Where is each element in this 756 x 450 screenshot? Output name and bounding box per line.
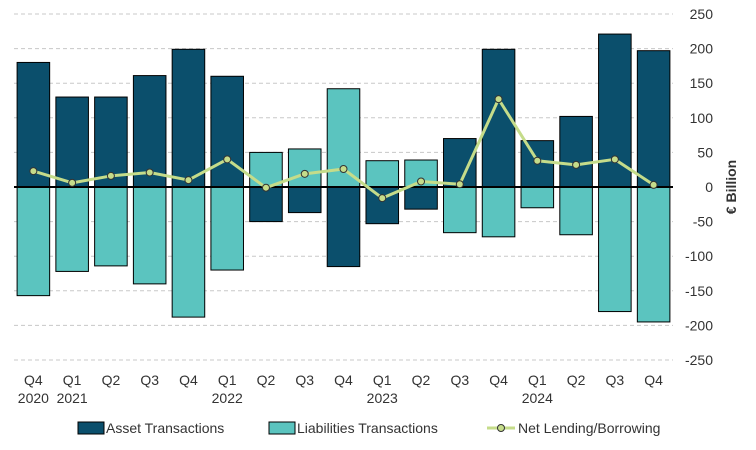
x-tick-quarter: Q3 — [295, 372, 314, 388]
y-axis-label: € Billion — [723, 160, 739, 214]
bar-liabilities-transactions-16 — [636, 186, 671, 323]
bar-liabilities-transactions-3 — [132, 186, 167, 285]
y-tick-label: -50 — [693, 214, 713, 230]
x-tick-quarter: Q3 — [140, 372, 159, 388]
legend: Asset Transactions Liabilities Transactio… — [77, 420, 660, 436]
bar-liabilities-transactions-2 — [94, 186, 128, 267]
x-tick-quarter: Q4 — [489, 372, 508, 388]
net-lending-line — [29, 95, 658, 203]
y-tick-label: 100 — [690, 110, 714, 126]
bar-liabilities-transactions-15 — [598, 186, 632, 313]
bar-asset-transactions-13 — [520, 140, 555, 188]
net-lending-point-10 — [417, 177, 426, 186]
legend-label-0: Asset Transactions — [106, 420, 224, 436]
legend-swatch-0 — [77, 421, 105, 435]
net-lending-point-6 — [261, 183, 270, 192]
y-tick-label: -100 — [685, 248, 713, 264]
bar-asset-transactions-3 — [132, 75, 167, 188]
x-tick-year: 2022 — [212, 390, 243, 406]
x-tick-quarter: Q4 — [24, 372, 43, 388]
y-tick-label: 50 — [697, 144, 713, 160]
net-lending-point-8 — [339, 165, 348, 174]
x-tick-quarter: Q1 — [218, 372, 237, 388]
x-tick-quarter: Q2 — [257, 372, 276, 388]
x-tick-quarter: Q4 — [334, 372, 353, 388]
bar-asset-transactions-0 — [16, 61, 51, 188]
net-lending-point-3 — [145, 168, 154, 177]
net-lending-point-16 — [649, 180, 658, 189]
y-tick-label: 0 — [705, 179, 713, 195]
bar-asset-transactions-7 — [287, 186, 322, 214]
x-tick-quarter: Q2 — [567, 372, 586, 388]
y-axis-ticks: 250 200 150 100 50 0 -50 -100 -150 -200 -250 — [685, 6, 713, 368]
net-lending-point-0 — [29, 167, 38, 176]
x-tick-quarter: Q4 — [179, 372, 198, 388]
bar-liabilities-transactions-1 — [55, 186, 89, 272]
x-tick-year: 2020 — [18, 390, 49, 406]
y-tick-label: 200 — [690, 41, 714, 57]
bar-asset-transactions-6 — [249, 186, 283, 223]
legend-label-2: Net Lending/Borrowing — [518, 420, 660, 436]
x-tick-year: 2023 — [367, 390, 398, 406]
bar-liabilities-transactions-7 — [287, 148, 322, 188]
bar-liabilities-transactions-12 — [481, 186, 516, 238]
x-tick-year: 2021 — [57, 390, 88, 406]
x-tick-quarter: Q1 — [528, 372, 547, 388]
legend-swatch-1 — [268, 421, 296, 435]
x-tick-quarter: Q2 — [102, 372, 121, 388]
bars — [16, 33, 671, 323]
net-lending-point-7 — [300, 169, 309, 178]
y-tick-label: -250 — [685, 352, 713, 368]
y-tick-label: 150 — [690, 75, 714, 91]
y-tick-label: -150 — [685, 283, 713, 299]
bar-asset-transactions-14 — [559, 115, 593, 188]
net-lending-point-1 — [68, 178, 77, 187]
bar-liabilities-transactions-9 — [365, 160, 400, 188]
y-tick-label: -200 — [685, 317, 713, 333]
net-lending-point-9 — [378, 194, 387, 203]
net-lending-point-5 — [223, 155, 232, 164]
net-lending-point-2 — [106, 171, 115, 180]
bar-liabilities-transactions-4 — [171, 186, 206, 318]
legend-label-1: Liabilities Transactions — [297, 420, 438, 436]
bar-asset-transactions-16 — [636, 50, 671, 188]
y-tick-label: 250 — [690, 6, 714, 22]
x-tick-quarter: Q1 — [63, 372, 82, 388]
bar-liabilities-transactions-5 — [210, 186, 244, 271]
bar-asset-transactions-10 — [404, 186, 438, 210]
net-lending-point-13 — [533, 156, 542, 165]
net-lending-point-12 — [494, 95, 503, 104]
bar-liabilities-transactions-6 — [249, 151, 283, 188]
bar-liabilities-transactions-0 — [16, 186, 51, 297]
bar-liabilities-transactions-11 — [443, 186, 477, 234]
bar-asset-transactions-8 — [326, 186, 361, 268]
legend-marker-swatch — [497, 424, 505, 432]
bar-liabilities-transactions-13 — [520, 186, 555, 209]
x-tick-quarter: Q2 — [412, 372, 431, 388]
bar-asset-transactions-4 — [171, 48, 206, 188]
x-tick-quarter: Q1 — [373, 372, 392, 388]
net-lending-point-4 — [184, 176, 193, 185]
x-tick-quarter: Q4 — [644, 372, 663, 388]
x-axis-ticks: Q4 2020 Q1 2021 Q2 Q3 Q4 Q1 2022 Q2 Q3 Q4 Q1 2023 Q2 Q3… — [18, 372, 663, 406]
x-tick-year: 2024 — [522, 390, 553, 406]
x-tick-quarter: Q3 — [606, 372, 625, 388]
bar-liabilities-transactions-14 — [559, 186, 593, 236]
net-lending-point-11 — [455, 180, 464, 189]
net-lending-point-15 — [610, 155, 619, 164]
bar-asset-transactions-1 — [55, 96, 89, 188]
x-tick-quarter: Q3 — [450, 372, 469, 388]
net-lending-point-14 — [572, 160, 581, 169]
bar-asset-transactions-5 — [210, 75, 244, 188]
bar-asset-transactions-15 — [598, 33, 632, 188]
